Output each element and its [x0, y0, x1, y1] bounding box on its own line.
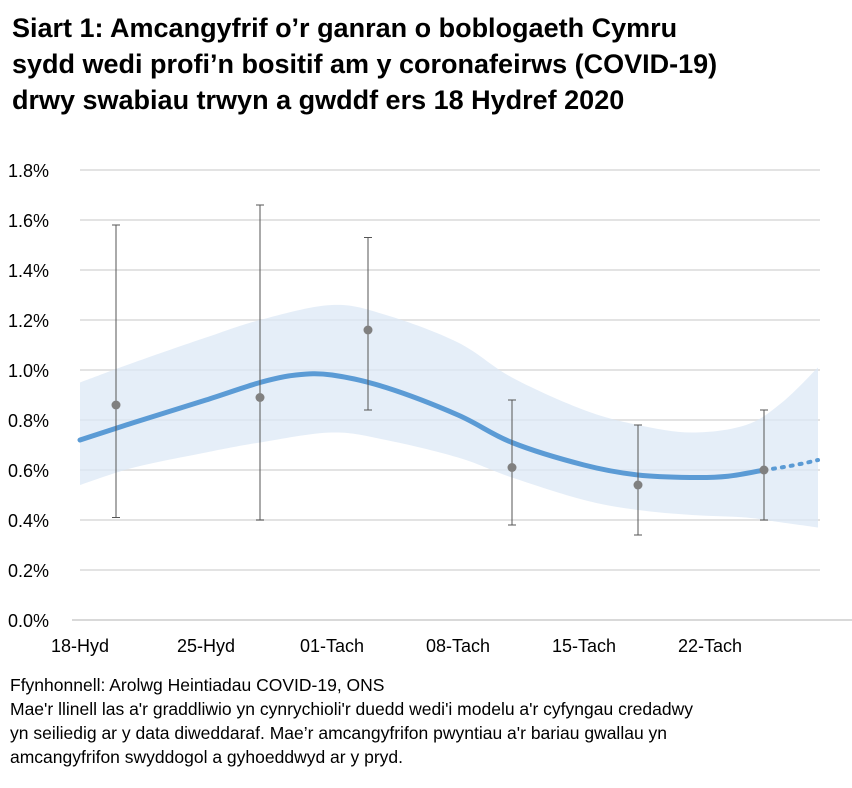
estimate-point [759, 465, 769, 475]
estimate-point [255, 393, 265, 402]
x-tick-label: 18-Hyd [51, 636, 109, 656]
x-tick-label: 08-Tach [426, 636, 490, 656]
y-tick-label: 0.2% [8, 561, 49, 581]
y-tick-label: 1.2% [8, 311, 49, 331]
x-tick-label: 15-Tach [552, 636, 616, 656]
chart-notes: Ffynhonnell: Arolwg Heintiadau COVID-19,… [10, 673, 693, 769]
estimate-point [363, 325, 373, 335]
y-tick-label: 0.4% [8, 511, 49, 531]
estimate-point [111, 400, 121, 410]
x-tick-label: 25-Hyd [177, 636, 235, 656]
y-tick-label: 0.8% [8, 411, 49, 431]
note-line: yn seiliedig ar y data diweddaraf. Mae’r… [10, 723, 668, 743]
estimate-point [507, 463, 517, 472]
y-tick-label: 1.8% [8, 161, 49, 181]
source-note: Ffynhonnell: Arolwg Heintiadau COVID-19,… [10, 675, 385, 695]
title-line: sydd wedi profi’n bositif am y coronafei… [12, 49, 718, 79]
y-tick-label: 0.6% [8, 461, 49, 481]
model-trend-line [77, 371, 767, 481]
title-line: Siart 1: Amcangyfrif o’r ganran o boblog… [12, 13, 678, 43]
x-tick-label: 01-Tach [300, 636, 364, 656]
note-line: amcangyfrifon swyddogol a gyhoeddwyd ar … [10, 747, 403, 767]
title-line: drwy swabiau trwyn a gwddf ers 18 Hydref… [12, 85, 625, 115]
estimate-point [633, 480, 643, 490]
credible-interval-band [80, 304, 818, 528]
x-tick-label: 22-Tach [678, 636, 742, 656]
y-tick-label: 1.6% [8, 211, 49, 231]
chart-title: Siart 1: Amcangyfrif o’r ganran o boblog… [12, 10, 842, 118]
y-tick-label: 0.0% [8, 611, 49, 631]
y-tick-label: 1.0% [8, 361, 49, 381]
chart: 0.0% 0.2% 0.4% 0.6% 0.8% 1.0% 1.2% 1.4% 1.6% 1.8%… [8, 161, 852, 656]
model-projection-line [762, 458, 820, 472]
y-tick-label: 1.4% [8, 261, 49, 281]
note-line: Mae'r llinell las a'r graddliwio yn cynr… [10, 699, 693, 719]
